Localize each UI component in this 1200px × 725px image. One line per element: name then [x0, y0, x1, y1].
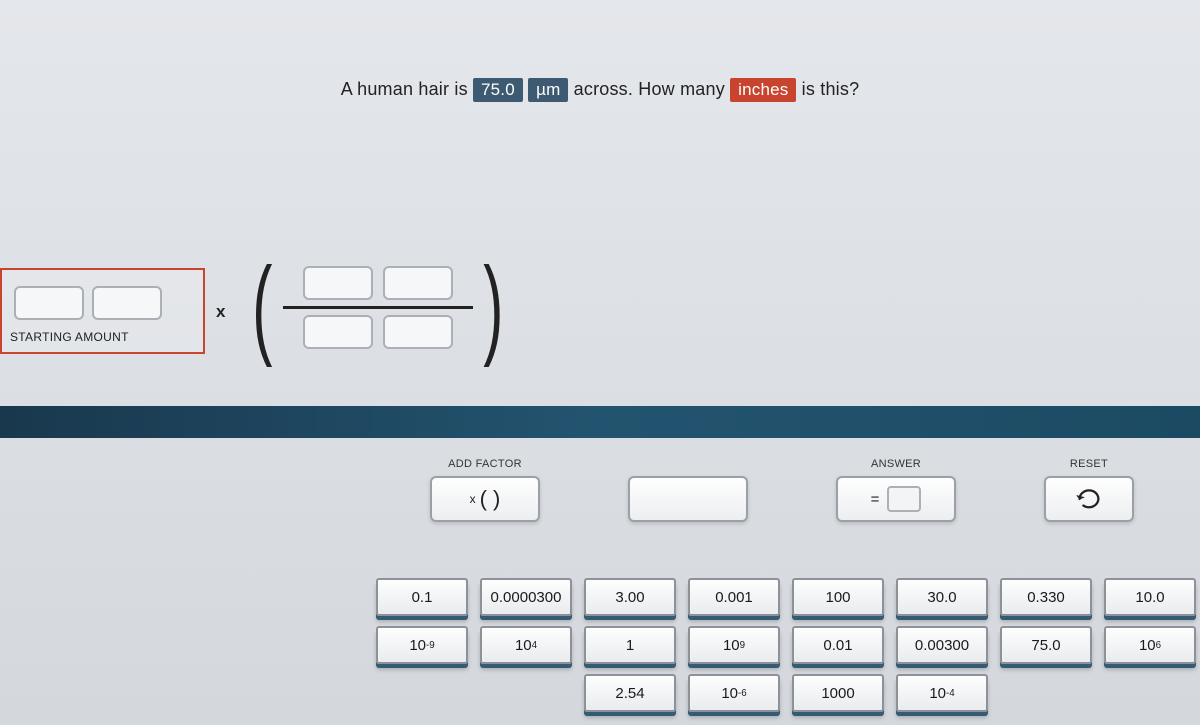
value-tile[interactable]: 100	[792, 578, 884, 616]
question-part2: across. How many	[574, 79, 730, 99]
denominator-unit-slot[interactable]	[383, 315, 453, 349]
answer-control: ANSWER =	[836, 458, 956, 522]
value-tile[interactable]: 0.0000300	[480, 578, 572, 616]
starting-value-slot[interactable]	[14, 286, 84, 320]
value-tile[interactable]: 10-9	[376, 626, 468, 664]
multiply-symbol: x	[216, 302, 225, 322]
value-chip: 75.0	[473, 78, 523, 102]
value-tile[interactable]: 0.330	[1000, 578, 1092, 616]
question-part1: A human hair is	[341, 79, 473, 99]
target-chip: inches	[730, 78, 796, 102]
add-factor-control: ADD FACTOR x ( )	[430, 458, 540, 522]
left-paren: (	[252, 252, 272, 362]
reset-button[interactable]	[1044, 476, 1134, 522]
value-tile[interactable]: 30.0	[896, 578, 988, 616]
value-tile[interactable]: 106	[1104, 626, 1196, 664]
unit-chip: µm	[528, 78, 568, 102]
starting-unit-slot[interactable]	[92, 286, 162, 320]
equals-symbol: =	[871, 491, 880, 508]
undo-icon	[1074, 487, 1104, 511]
right-paren: )	[483, 252, 503, 362]
numerator-value-slot[interactable]	[303, 266, 373, 300]
starting-amount-box: STARTING AMOUNT	[0, 268, 205, 354]
value-tile[interactable]: 0.01	[792, 626, 884, 664]
reset-label: RESET	[1070, 458, 1108, 470]
value-tile[interactable]: 75.0	[1000, 626, 1092, 664]
reset-control: RESET	[1044, 458, 1134, 522]
denominator-value-slot[interactable]	[303, 315, 373, 349]
tile-grid: 0.1 0.0000300 3.00 0.001 100 30.0 0.330 10.0 10-…	[376, 578, 1196, 712]
answer-label: ANSWER	[871, 458, 921, 470]
add-factor-prefix: x	[470, 492, 476, 506]
value-tile[interactable]: 10-6	[688, 674, 780, 712]
value-tile[interactable]: 0.1	[376, 578, 468, 616]
separator-bar	[0, 406, 1200, 438]
value-tile[interactable]: 0.00300	[896, 626, 988, 664]
value-tile[interactable]: 109	[688, 626, 780, 664]
starting-amount-slots	[14, 286, 183, 320]
value-tile[interactable]: 10.0	[1104, 578, 1196, 616]
value-tile[interactable]: 2.54	[584, 674, 676, 712]
spacer-box[interactable]	[628, 476, 748, 522]
spacer-label	[686, 458, 689, 470]
starting-amount-label: STARTING AMOUNT	[10, 330, 183, 344]
add-factor-display: ( )	[480, 486, 501, 512]
numerator-unit-slot[interactable]	[383, 266, 453, 300]
value-tile[interactable]: 10-4	[896, 674, 988, 712]
value-tile[interactable]: 1000	[792, 674, 884, 712]
question-text: A human hair is 75.0 µm across. How many…	[0, 78, 1200, 102]
value-tile[interactable]: 104	[480, 626, 572, 664]
conversion-factor: ( )	[244, 252, 511, 362]
question-part3: is this?	[802, 79, 860, 99]
answer-box[interactable]: =	[836, 476, 956, 522]
controls-row: ADD FACTOR x ( ) ANSWER = RESET	[430, 458, 1134, 522]
add-factor-button[interactable]: x ( )	[430, 476, 540, 522]
fraction-bar	[283, 306, 473, 309]
value-tile[interactable]: 0.001	[688, 578, 780, 616]
add-factor-label: ADD FACTOR	[448, 458, 522, 470]
spacer-control	[628, 458, 748, 522]
fraction	[281, 262, 475, 353]
numerator-row	[303, 266, 453, 300]
answer-slot[interactable]	[887, 486, 921, 512]
value-tile[interactable]: 3.00	[584, 578, 676, 616]
denominator-row	[303, 315, 453, 349]
value-tile[interactable]: 1	[584, 626, 676, 664]
